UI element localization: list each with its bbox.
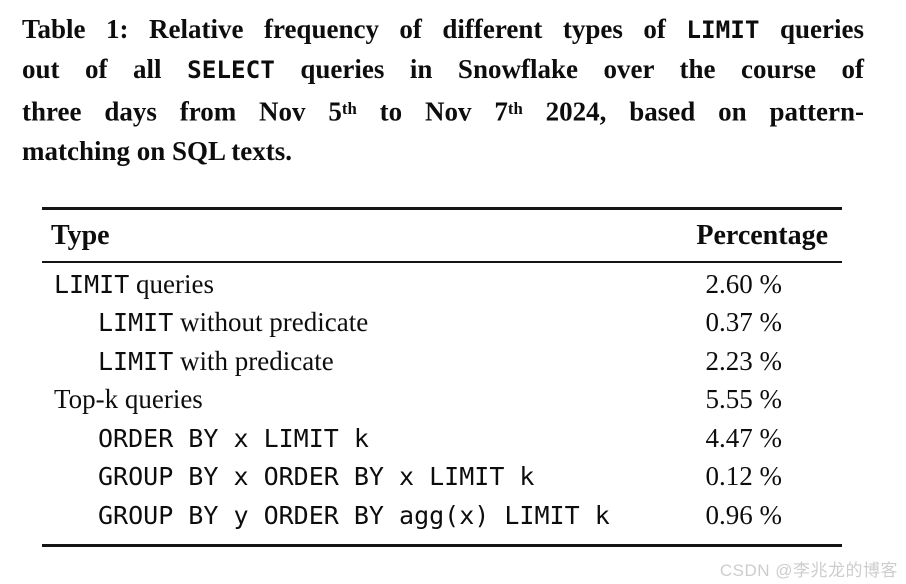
- caption-line-2: out of all SELECT queries in Snowflake o…: [22, 50, 864, 90]
- caption-line-4: matching on SQL texts.: [22, 132, 864, 172]
- row-label-code: ORDER BY x LIMIT k: [98, 423, 369, 453]
- column-header-type: Type: [51, 219, 110, 251]
- row-label: LIMIT without predicate: [42, 307, 368, 338]
- caption-text: out of all: [22, 53, 188, 84]
- caption-code-select: SELECT: [187, 54, 275, 84]
- row-label-code: LIMIT: [98, 308, 174, 338]
- row-value: 4.47 %: [705, 422, 783, 453]
- table-body: LIMIT queries 2.60 % LIMIT without predi…: [42, 263, 842, 544]
- table-row-group-by-order-by-limit: GROUP BY x ORDER BY x LIMIT k 0.12 %: [42, 458, 842, 497]
- caption-text: 2024, based on pattern-: [522, 96, 864, 127]
- row-label: Top-k queries: [42, 384, 203, 415]
- table-row-order-by-limit: ORDER BY x LIMIT k 4.47 %: [42, 419, 842, 458]
- row-value: 0.96 %: [705, 499, 783, 530]
- caption-code-limit: LIMIT: [686, 15, 760, 44]
- table-header-row: Type Percentage: [42, 210, 842, 261]
- row-label: LIMIT with predicate: [42, 346, 334, 377]
- row-value: 2.60 %: [705, 268, 783, 299]
- table-row-limit-queries: LIMIT queries 2.60 %: [42, 265, 842, 304]
- caption-text: queries in Snowflake over the course of: [274, 53, 864, 84]
- ordinal-superscript: th: [507, 99, 523, 118]
- caption-text: queries: [759, 14, 864, 44]
- table-caption: Table 1: Relative frequency of different…: [22, 10, 864, 171]
- row-label: GROUP BY y ORDER BY agg(x) LIMIT k: [42, 500, 610, 531]
- caption-text: matching on SQL texts.: [22, 135, 293, 166]
- row-label-text: queries: [129, 268, 214, 299]
- caption-line-3: three days from Nov 5th to Nov 7th 2024,…: [22, 89, 864, 132]
- caption-text: three days from Nov 5: [22, 96, 342, 127]
- csdn-watermark: CSDN @李兆龙的博客: [719, 561, 898, 580]
- table-top-rule: [42, 207, 842, 210]
- caption-line-1: Table 1: Relative frequency of different…: [22, 10, 864, 50]
- row-value: 0.37 %: [705, 307, 783, 338]
- column-header-percentage: Percentage: [696, 219, 828, 251]
- row-label: ORDER BY x LIMIT k: [42, 423, 369, 454]
- row-value: 2.23 %: [705, 345, 783, 376]
- frequency-table: Type Percentage LIMIT queries 2.60 % LIM…: [42, 207, 842, 547]
- row-label-code: GROUP BY y ORDER BY agg(x) LIMIT k: [98, 500, 610, 530]
- table-row-limit-with-predicate: LIMIT with predicate 2.23 %: [42, 342, 842, 381]
- row-label-code: LIMIT: [54, 269, 130, 299]
- caption-text: Table 1: Relative frequency of different…: [22, 14, 687, 44]
- row-value: 0.12 %: [705, 461, 783, 492]
- table-row-group-by-order-by-agg-limit: GROUP BY y ORDER BY agg(x) LIMIT k 0.96 …: [42, 496, 842, 535]
- row-label-text: Top-k queries: [54, 384, 203, 415]
- table-row-topk-queries: Top-k queries 5.55 %: [42, 381, 842, 420]
- row-label: LIMIT queries: [42, 269, 214, 300]
- row-value: 5.55 %: [705, 384, 783, 415]
- row-label-text: without predicate: [173, 307, 369, 338]
- table-bottom-rule: [42, 543, 842, 547]
- row-label-text: with predicate: [173, 345, 334, 376]
- table-row-limit-without-predicate: LIMIT without predicate 0.37 %: [42, 304, 842, 343]
- caption-text: to Nov 7: [356, 96, 508, 127]
- ordinal-superscript: th: [341, 99, 357, 118]
- row-label-code: GROUP BY x ORDER BY x LIMIT k: [98, 462, 535, 492]
- row-label: GROUP BY x ORDER BY x LIMIT k: [42, 461, 535, 492]
- table-header-rule: [42, 261, 842, 263]
- row-label-code: LIMIT: [98, 346, 174, 376]
